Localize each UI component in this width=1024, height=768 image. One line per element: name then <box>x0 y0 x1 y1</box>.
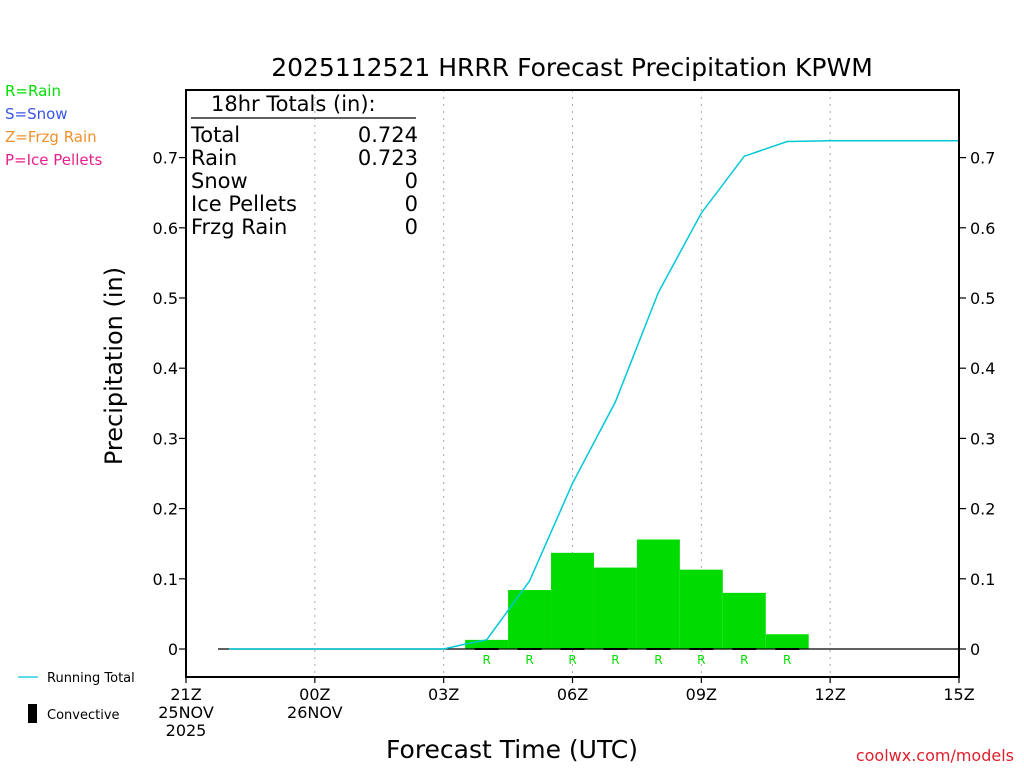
convective-legend-swatch <box>28 704 37 723</box>
bar-hour-14 <box>765 634 809 649</box>
totals-value-4: 0 <box>405 215 418 239</box>
convective-legend-label: Convective <box>47 708 120 723</box>
x-tick-label-06Z-line-0: 06Z <box>557 685 588 704</box>
ptype-label-hour-10: R <box>611 653 619 667</box>
y-tick-label-right-0.4: 0.4 <box>970 359 995 378</box>
bars-group <box>465 539 809 649</box>
x-tick-label-21Z-line-2: 2025 <box>166 721 207 740</box>
y-tick-label-left-0.2: 0.2 <box>153 500 178 519</box>
y-tick-label-right-0.3: 0.3 <box>970 429 995 448</box>
x-axis-label: Forecast Time (UTC) <box>386 735 638 764</box>
totals-label-4: Frzg Rain <box>191 215 287 239</box>
y-tick-label-right-0.5: 0.5 <box>970 289 995 308</box>
x-tick-label-12Z-line-0: 12Z <box>815 685 846 704</box>
running-total-legend-label: Running Total <box>47 671 135 686</box>
y-tick-label-left-0.4: 0.4 <box>153 359 178 378</box>
ptype-legend-3: P=Ice Pellets <box>5 151 102 169</box>
ptype-label-hour-13: R <box>740 653 748 667</box>
credit-link[interactable]: coolwx.com/models <box>856 746 1014 765</box>
y-tick-label-left-0.7: 0.7 <box>153 149 178 168</box>
totals-value-0: 0.724 <box>358 123 418 147</box>
x-tick-label-21Z-line-0: 21Z <box>170 685 201 704</box>
totals-label-2: Snow <box>191 169 248 193</box>
x-tick-label-09Z-line-0: 09Z <box>686 685 717 704</box>
y-tick-label-left-0.3: 0.3 <box>153 429 178 448</box>
ptype-legend-1: S=Snow <box>5 105 68 123</box>
y-tick-label-right-0.6: 0.6 <box>970 219 995 238</box>
y-axis-label: Precipitation (in) <box>100 267 128 465</box>
y-tick-label-left-0: 0 <box>168 640 178 659</box>
x-tick-label-03Z-line-0: 03Z <box>428 685 459 704</box>
y-tick-label-right-0: 0 <box>970 640 980 659</box>
ptype-label-hour-7: R <box>482 653 490 667</box>
y-axis-right: 0 0.1 0.2 0.3 0.4 0.5 0.6 0.7 <box>959 149 995 659</box>
ptype-label-hour-9: R <box>568 653 576 667</box>
totals-value-2: 0 <box>405 169 418 193</box>
x-tick-label-00Z-line-1: 26NOV <box>287 703 343 722</box>
totals-rows: Total 0.724 Rain 0.723 Snow 0 Ice Pellets 0 Frzg… <box>190 123 418 239</box>
ptype-legend-0: R=Rain <box>5 82 61 100</box>
y-tick-label-left-0.6: 0.6 <box>153 219 178 238</box>
y-tick-label-right-0.1: 0.1 <box>970 570 995 589</box>
y-tick-label-left-0.5: 0.5 <box>153 289 178 308</box>
y-tick-label-right-0.2: 0.2 <box>970 500 995 519</box>
bar-hour-9 <box>551 552 594 649</box>
bar-hour-12 <box>679 569 723 649</box>
bar-hour-11 <box>636 539 680 649</box>
totals-value-1: 0.723 <box>358 146 418 170</box>
bar-hour-13 <box>722 592 766 649</box>
ptype-legend-2: Z=Frzg Rain <box>5 128 97 146</box>
ptype-label-hour-11: R <box>654 653 662 667</box>
series-legend: Running Total Convective <box>18 671 135 723</box>
y-axis-left: 0 0.1 0.2 0.3 0.4 0.5 0.6 0.7 <box>153 149 186 659</box>
chart-title: 2025112521 HRRR Forecast Precipitation K… <box>271 53 873 82</box>
totals-label-3: Ice Pellets <box>191 192 297 216</box>
ptype-label-hour-14: R <box>783 653 791 667</box>
y-tick-label-right-0.7: 0.7 <box>970 149 995 168</box>
bar-hour-10 <box>593 567 637 649</box>
y-tick-label-left-0.1: 0.1 <box>153 570 178 589</box>
bar-hour-7 <box>465 639 509 649</box>
ptype-label-hour-12: R <box>697 653 705 667</box>
totals-label-0: Total <box>190 123 240 147</box>
totals-header: 18hr Totals (in): <box>211 92 376 116</box>
ptype-label-hour-8: R <box>525 653 533 667</box>
x-tick-label-00Z-line-0: 00Z <box>299 685 330 704</box>
x-tick-label-15Z-line-0: 15Z <box>943 685 974 704</box>
x-tick-label-21Z-line-1: 25NOV <box>158 703 214 722</box>
totals-value-3: 0 <box>405 192 418 216</box>
ptype-legend: R=Rain S=Snow Z=Frzg Rain P=Ice Pellets <box>5 82 102 169</box>
running-total-line <box>228 140 959 650</box>
totals-label-1: Rain <box>191 146 237 170</box>
bar-hour-8 <box>508 590 552 649</box>
totals-box: 18hr Totals (in): Total 0.724 Rain 0.723 Sno… <box>190 92 418 239</box>
